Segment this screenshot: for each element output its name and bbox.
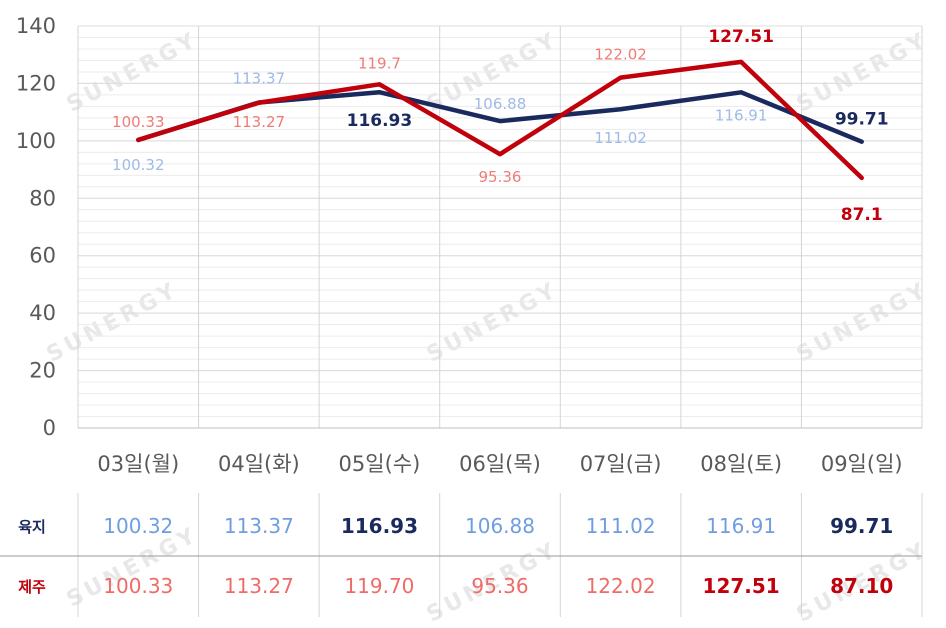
data-label: 100.32: [112, 156, 165, 174]
data-label: 113.37: [233, 69, 286, 87]
y-tick-label: 120: [16, 71, 56, 95]
table-cell: 99.71: [830, 514, 893, 538]
table-cell: 87.10: [830, 574, 893, 598]
table-cell: 122.02: [586, 574, 656, 598]
data-label: 122.02: [594, 46, 647, 64]
data-label: 95.36: [479, 168, 522, 186]
table-cell: 100.32: [103, 514, 173, 538]
table-cell: 95.36: [471, 574, 528, 598]
data-label: 116.91: [715, 106, 768, 124]
x-tick-label: 06일(목): [459, 452, 541, 476]
y-tick-label: 60: [29, 244, 56, 268]
data-label: 113.27: [233, 113, 286, 131]
data-label: 99.71: [835, 110, 889, 130]
y-tick-label: 0: [43, 416, 56, 440]
table-row-header: 육지: [18, 518, 46, 536]
y-tick-label: 40: [29, 301, 56, 325]
table-cell: 111.02: [586, 514, 656, 538]
x-tick-label: 04일(화): [218, 452, 300, 476]
table-cell: 106.88: [465, 514, 535, 538]
data-label: 116.93: [347, 111, 413, 131]
data-label: 100.33: [112, 113, 165, 131]
series-line-jeju: [136, 59, 864, 181]
y-tick-label: 140: [16, 14, 56, 38]
table-cell: 119.70: [344, 574, 414, 598]
x-tick-label: 09일(일): [821, 452, 903, 476]
y-tick-label: 20: [29, 359, 56, 383]
table-cell: 116.93: [341, 514, 418, 538]
table-cell: 127.51: [703, 574, 780, 598]
data-label: 106.88: [474, 95, 527, 113]
table-cell: 113.37: [224, 514, 294, 538]
table-cell: 100.33: [103, 574, 173, 598]
y-tick-label: 80: [29, 186, 56, 210]
x-tick-label: 07일(금): [580, 452, 662, 476]
x-tick-label: 05일(수): [339, 452, 421, 476]
table-cell: 113.27: [224, 574, 294, 598]
data-label: 111.02: [594, 129, 647, 147]
data-label: 127.51: [708, 27, 774, 47]
table-row-header: 제주: [18, 578, 46, 596]
x-tick-label: 08일(토): [700, 452, 782, 476]
x-tick-label: 03일(월): [97, 452, 179, 476]
data-label: 87.1: [841, 205, 883, 225]
y-tick-label: 100: [16, 129, 56, 153]
data-label: 119.7: [358, 54, 401, 72]
table-cell: 116.91: [706, 514, 776, 538]
